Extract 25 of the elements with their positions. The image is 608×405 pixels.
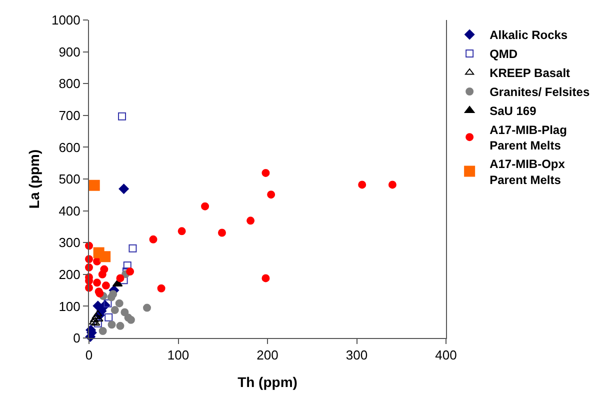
y-tick-label: 500: [58, 172, 80, 187]
y-tick-label: 100: [58, 298, 80, 314]
y-tick-label: 800: [58, 76, 80, 92]
legend-label: A17-MIB-Opx Parent Melts: [490, 157, 566, 187]
legend-label: A17-MIB-Plag Parent Melts: [490, 122, 567, 153]
y-tick-label: 700: [58, 108, 80, 123]
y-axis-title: La (ppm): [26, 149, 42, 209]
x-tick-label: 400: [435, 348, 457, 363]
x-tick-label: 100: [167, 348, 190, 363]
x-tick-label: 0: [85, 348, 93, 363]
x-axis-title: Th (ppm): [238, 374, 298, 390]
y-tick-label: 200: [58, 266, 80, 282]
y-tick-label: 1000: [51, 12, 80, 28]
y-tick-label: 900: [58, 44, 80, 60]
x-tick-label: 200: [256, 348, 278, 363]
y-tick-label: 400: [58, 203, 80, 218]
legend-label: Alkalic Rocks: [490, 28, 568, 42]
legend-label: KREEP Basalt: [490, 66, 570, 80]
y-tick-label: 0: [73, 330, 80, 346]
y-tick-label: 300: [58, 235, 80, 250]
legend-label: Granites/ Felsites: [490, 85, 590, 100]
y-tick-label: 600: [58, 140, 80, 155]
legend-label: SaU 169: [490, 104, 537, 118]
legend-label: QMD: [490, 47, 518, 62]
x-tick-label: 300: [346, 348, 368, 363]
